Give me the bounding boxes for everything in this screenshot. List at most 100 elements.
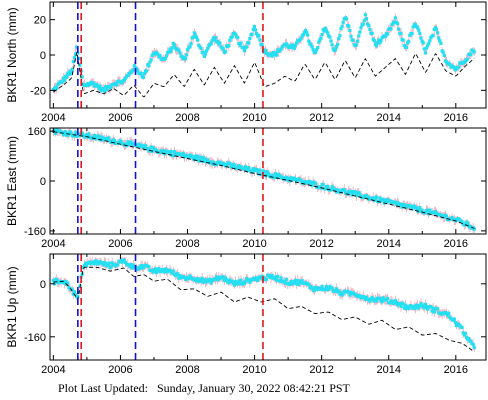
y-axis-label: BKR1 North (mm) — [5, 7, 19, 102]
data-point — [319, 287, 323, 291]
data-point — [469, 53, 473, 57]
data-point — [72, 134, 77, 138]
data-point — [199, 279, 203, 283]
data-point — [411, 25, 415, 29]
data-point — [51, 278, 55, 282]
data-point — [275, 53, 279, 57]
data-point — [187, 277, 191, 281]
data-point — [132, 64, 136, 68]
data-point — [411, 306, 415, 310]
data-point — [338, 33, 342, 38]
data-point — [149, 145, 153, 149]
data-point — [288, 282, 292, 286]
data-point — [172, 150, 176, 154]
data-point — [424, 305, 429, 309]
data-point — [140, 143, 144, 147]
data-point — [273, 51, 278, 55]
data-point — [472, 50, 476, 54]
data-point — [296, 279, 300, 283]
data-point — [227, 281, 231, 285]
data-point — [257, 172, 261, 176]
data-point — [68, 69, 72, 73]
data-point — [236, 282, 240, 286]
data-point — [418, 31, 422, 35]
data-point — [441, 50, 445, 54]
data-point — [95, 136, 99, 140]
data-point — [76, 295, 80, 299]
data-point — [436, 307, 440, 311]
data-point — [155, 271, 159, 275]
data-point — [85, 133, 89, 137]
data-point — [356, 39, 360, 43]
x-tick-label: 2008 — [175, 364, 199, 376]
data-point — [423, 210, 427, 214]
data-point — [54, 131, 58, 136]
data-point — [354, 43, 359, 47]
footer-label: Plot Last Updated: — [58, 381, 148, 395]
data-point — [407, 39, 411, 43]
data-point — [272, 53, 276, 57]
data-point — [326, 31, 330, 35]
data-point — [362, 295, 366, 299]
data-point — [398, 302, 402, 306]
data-point — [278, 279, 282, 283]
data-point — [131, 68, 135, 72]
data-point — [342, 188, 346, 192]
data-point — [327, 287, 331, 291]
data-point — [404, 45, 409, 49]
data-point — [74, 130, 78, 134]
data-point — [394, 300, 399, 304]
data-point — [422, 47, 426, 51]
data-point — [92, 262, 96, 266]
data-point — [320, 32, 324, 37]
data-point — [71, 292, 75, 296]
data-point — [97, 134, 101, 138]
data-point — [406, 41, 410, 45]
data-point — [100, 135, 104, 139]
data-point — [348, 293, 352, 297]
x-tick-label: 2014 — [376, 364, 400, 376]
data-point — [453, 68, 457, 72]
data-point — [329, 188, 333, 192]
y-tick-label: -20 — [30, 85, 46, 97]
data-point — [335, 287, 339, 291]
data-point — [431, 306, 435, 310]
data-point — [170, 271, 174, 275]
data-point — [393, 16, 397, 20]
data-point — [416, 25, 420, 29]
data-point — [135, 66, 139, 70]
data-point — [397, 202, 401, 206]
data-point — [239, 41, 243, 45]
data-point — [69, 131, 73, 135]
data-point — [136, 267, 140, 271]
data-point — [129, 140, 133, 144]
data-point — [126, 140, 130, 144]
data-point — [171, 269, 175, 273]
data-point — [376, 41, 380, 45]
data-point — [81, 265, 85, 270]
data-point — [289, 43, 293, 47]
data-point — [177, 276, 181, 280]
data-point — [319, 36, 323, 40]
data-point — [92, 133, 96, 138]
data-point — [374, 44, 379, 48]
data-point — [471, 343, 475, 347]
data-point — [126, 74, 130, 78]
data-point — [248, 37, 252, 41]
data-point — [206, 158, 210, 162]
data-point — [339, 291, 343, 295]
data-point — [448, 62, 452, 66]
data-point — [123, 260, 128, 264]
data-point — [310, 45, 314, 49]
data-point — [155, 148, 159, 153]
data-point — [276, 175, 280, 179]
data-point — [367, 23, 371, 28]
data-point — [78, 133, 82, 137]
data-point — [374, 195, 379, 199]
data-point — [330, 286, 334, 290]
y-tick-label: 0 — [40, 50, 46, 62]
data-point — [291, 282, 295, 286]
data-point — [195, 279, 199, 283]
data-point — [293, 278, 298, 282]
data-point — [146, 147, 150, 151]
